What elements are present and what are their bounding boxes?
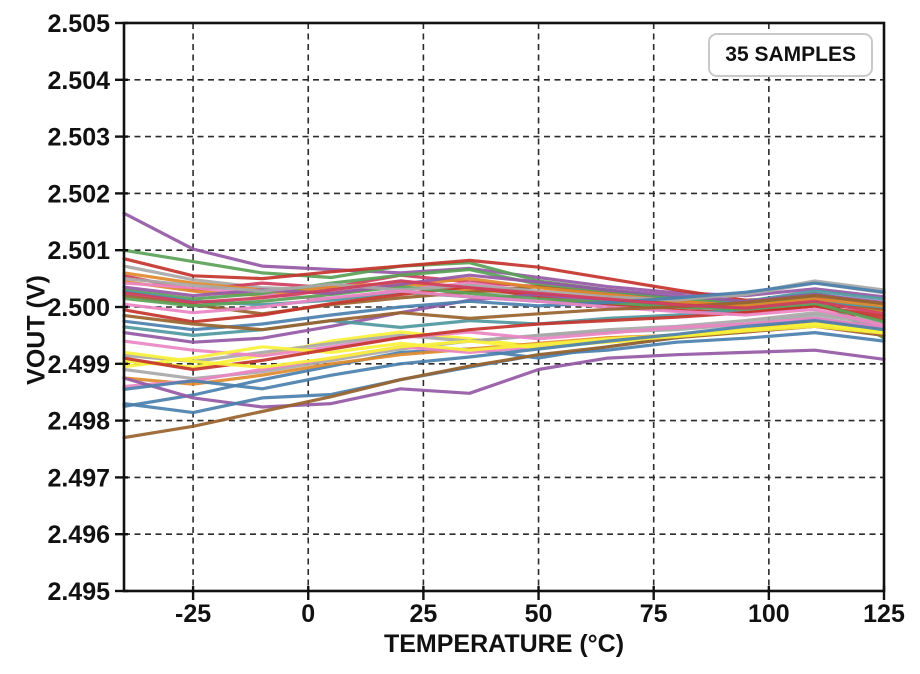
- series-line-sample-30: [122, 281, 886, 332]
- y-tick-label: 2.502: [47, 180, 110, 208]
- x-tick-label: 75: [640, 600, 668, 628]
- legend-label: 35 SAMPLES: [725, 43, 856, 66]
- series-line-sample-18: [122, 348, 886, 409]
- series-line-sample-22: [122, 316, 886, 358]
- y-tick-label: 2.504: [47, 67, 110, 95]
- series-line-sample-35: [122, 319, 886, 391]
- y-tick-label: 2.495: [47, 578, 110, 606]
- x-tick-label: 0: [301, 600, 315, 628]
- x-tick-label: 100: [748, 600, 790, 628]
- y-tick-label: 2.500: [47, 294, 110, 322]
- legend: 35 SAMPLES: [708, 33, 873, 77]
- series-line-sample-32: [122, 294, 886, 332]
- x-axis-title: TEMPERATURE (°C): [383, 630, 625, 658]
- series-line-sample-31: [122, 289, 886, 327]
- series-line-sample-33: [122, 324, 886, 369]
- x-tick-label: 50: [525, 600, 553, 628]
- y-tick-label: 2.498: [47, 408, 110, 436]
- y-tick-label: 2.505: [47, 10, 110, 38]
- y-tick-label: 2.497: [47, 464, 110, 492]
- x-tick-label: 25: [409, 600, 437, 628]
- y-tick-label: 2.499: [47, 351, 110, 379]
- series-line-sample-25: [122, 304, 886, 372]
- x-tick-label: 125: [863, 600, 905, 628]
- y-tick-label: 2.496: [47, 521, 110, 549]
- series-line-sample-34: [122, 279, 886, 316]
- y-tick-label: 2.503: [47, 124, 110, 152]
- y-axis-title: VOUT (V): [22, 275, 51, 385]
- y-tick-label: 2.501: [47, 237, 110, 265]
- x-tick-label: -25: [175, 600, 211, 628]
